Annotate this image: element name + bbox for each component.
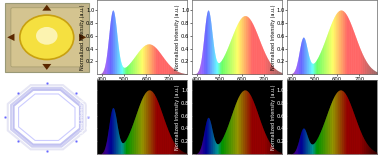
Y-axis label: Normalized Intensity (a.u.): Normalized Intensity (a.u.) [80,84,85,150]
Y-axis label: Normalized Intensity (a.u.): Normalized Intensity (a.u.) [271,84,276,150]
Circle shape [20,15,74,60]
Polygon shape [42,5,51,11]
X-axis label: Wavelength (nm): Wavelength (nm) [311,83,353,88]
Polygon shape [7,34,14,41]
FancyBboxPatch shape [11,8,83,67]
Polygon shape [19,94,75,140]
Y-axis label: Normalized Intensity (a.u.): Normalized Intensity (a.u.) [175,4,180,70]
Polygon shape [79,34,86,41]
Y-axis label: Normalized Intensity (a.u.): Normalized Intensity (a.u.) [271,4,276,70]
Circle shape [36,27,57,45]
FancyBboxPatch shape [5,2,89,72]
X-axis label: Wavelength (nm): Wavelength (nm) [216,83,259,88]
Y-axis label: Normalized Intensity (a.u.): Normalized Intensity (a.u.) [80,4,85,70]
Y-axis label: Normalized Intensity (a.u.): Normalized Intensity (a.u.) [175,84,180,150]
Polygon shape [42,64,51,70]
X-axis label: Wavelength (nm): Wavelength (nm) [121,83,163,88]
